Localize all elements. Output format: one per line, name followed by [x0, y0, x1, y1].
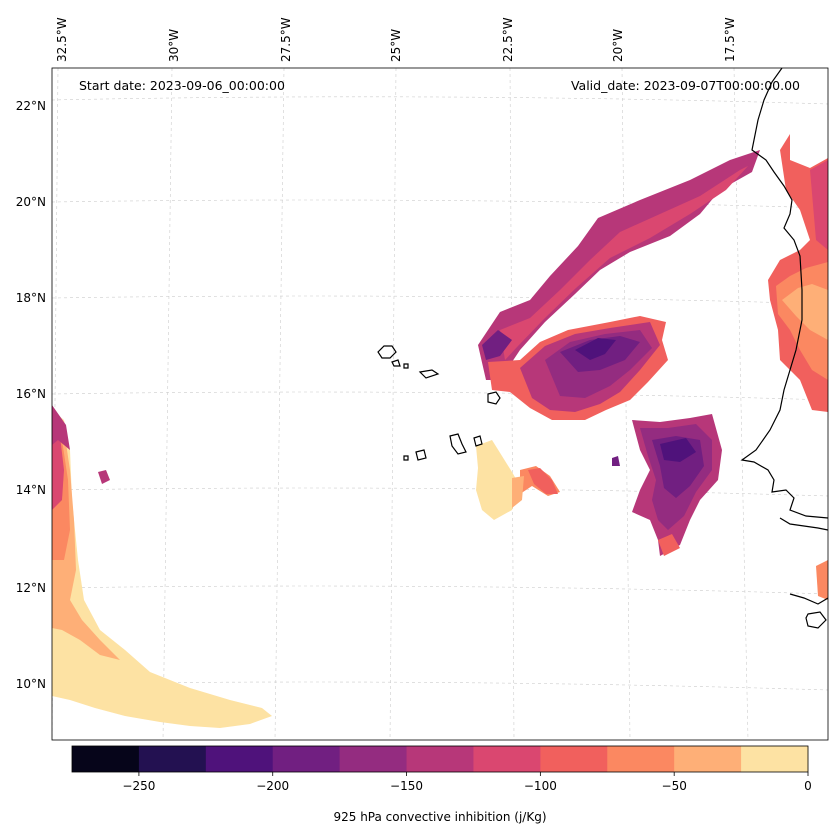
lon-label: 20°W: [611, 29, 625, 62]
island-santo-antao: [377, 345, 397, 359]
cin-region-cv-l2: [528, 468, 558, 494]
colorbar-segment: [674, 746, 742, 772]
colorbar-tick-label: 0: [804, 779, 812, 793]
lon-label: 17.5°W: [723, 17, 737, 62]
cin-region-west-l3: [52, 430, 64, 510]
island-sal: [487, 391, 501, 405]
colorbar-tick-label: −150: [390, 779, 423, 793]
island-boa-vista: [473, 435, 483, 447]
colorbar-segment: [540, 746, 608, 772]
cin-region-west-l1: [52, 420, 120, 660]
cin-region-south-tail: [658, 534, 680, 556]
colorbar-segment: [406, 746, 474, 772]
cin-region-cv-l3: [512, 476, 524, 508]
colorbar-border: [71, 745, 809, 773]
island-fogo: [415, 449, 427, 461]
africa-coastline: [740, 68, 828, 519]
lon-label: 25°W: [389, 29, 403, 62]
valid-date-annotation: Valid_date: 2023-09-07T00:00:00.00: [571, 78, 800, 93]
colorbar-tick-label: −100: [524, 779, 557, 793]
colorbar-segment: [339, 746, 408, 772]
colorbar: −250 −200 −150 −100 −50 0: [71, 745, 812, 793]
island-brava: [403, 455, 409, 461]
cin-region-south-l3: [660, 438, 696, 462]
coastlines: [377, 68, 828, 629]
island-santa-luzia: [403, 363, 409, 369]
island-sao-vicente: [391, 359, 401, 367]
cin-region-east-l3: [810, 160, 828, 250]
lat-label: 18°N: [16, 291, 46, 305]
lat-label: 12°N: [16, 581, 46, 595]
cin-region-east-south: [816, 560, 828, 600]
lon-label: 22.5°W: [501, 17, 515, 62]
colorbar-tick-label: −50: [662, 779, 687, 793]
start-date-annotation: Start date: 2023-09-06_00:00:00: [79, 78, 285, 93]
lat-label: 10°N: [16, 677, 46, 691]
latitude-labels: 22°N 20°N 18°N 16°N 14°N 12°N 10°N: [16, 99, 46, 691]
island-santiago: [449, 433, 467, 455]
colorbar-segment: [607, 746, 675, 772]
cin-region-west-speck: [98, 470, 110, 484]
colorbar-tick-label: −200: [256, 779, 289, 793]
lon-label: 32.5°W: [55, 17, 69, 62]
colorbar-segment: [272, 746, 341, 772]
cin-region-central-l4: [575, 338, 616, 360]
lat-label: 16°N: [16, 387, 46, 401]
cin-region-cv-outer: [476, 440, 520, 520]
guinea-coast-detail: [789, 593, 828, 629]
cin-region-east-l2: [782, 284, 828, 340]
lat-label: 20°N: [16, 195, 46, 209]
colorbar-segment: [72, 746, 140, 772]
cin-region-west-l4: [52, 405, 70, 450]
cin-region-arc-core: [482, 330, 512, 360]
cin-region-south-speck: [612, 456, 620, 466]
longitude-labels: 32.5°W 30°W 27.5°W 25°W 22.5°W 20°W 17.5…: [55, 17, 737, 62]
colorbar-label: 925 hPa convective inhibition (j/Kg): [333, 810, 546, 824]
senegal-coast-detail: [779, 517, 828, 531]
lat-label: 14°N: [16, 483, 46, 497]
lon-label: 30°W: [167, 29, 181, 62]
colorbar-segment: [138, 746, 207, 772]
cin-region-arc-inner: [500, 166, 748, 360]
island-sao-nicolau: [418, 369, 440, 379]
colorbar-segment: [741, 746, 809, 772]
colorbar-segment: [473, 746, 541, 772]
map-panel: [52, 68, 828, 740]
lat-label: 22°N: [16, 99, 46, 113]
lon-label: 27.5°W: [279, 17, 293, 62]
map-border: [51, 67, 829, 741]
colorbar-segment: [205, 746, 274, 772]
colorbar-tick-label: −250: [122, 779, 155, 793]
